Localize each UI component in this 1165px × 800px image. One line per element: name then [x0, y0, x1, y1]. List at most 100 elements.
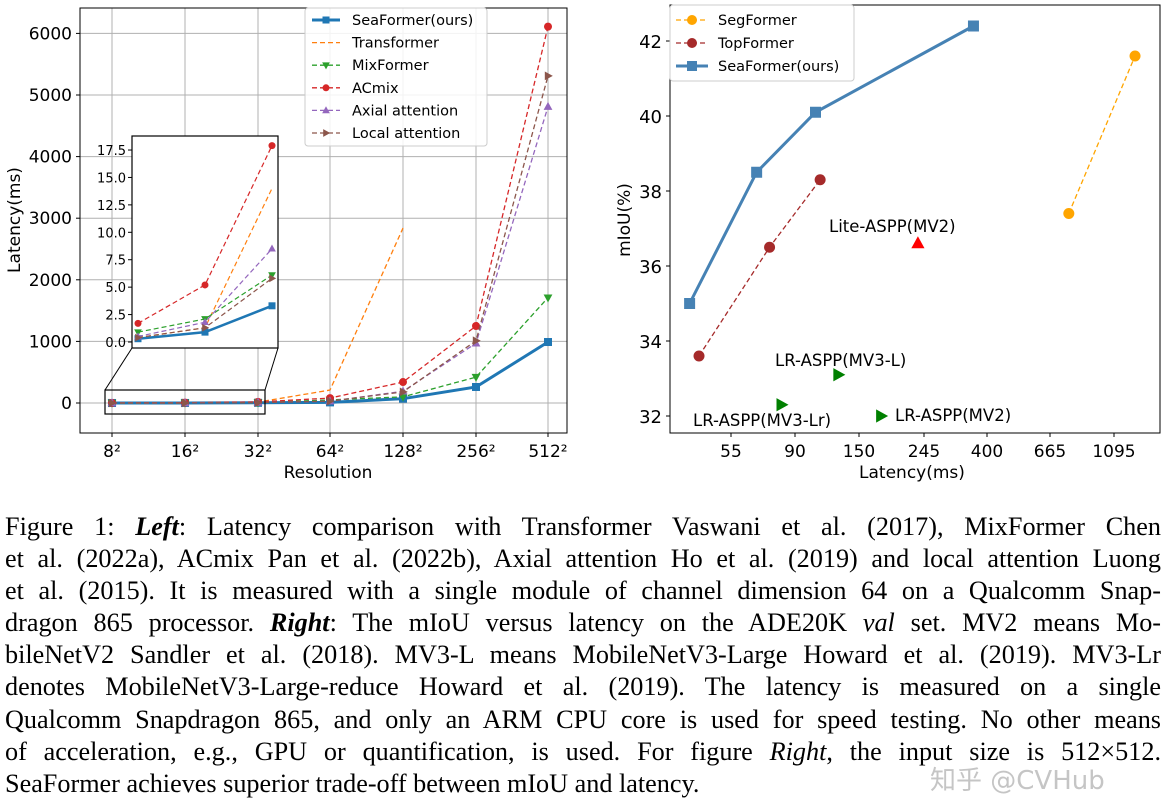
caption-text: SeaFormer achieves superior trade-off be… — [5, 768, 700, 798]
zoom-connector — [104, 347, 133, 391]
inset-data-point — [135, 333, 143, 342]
legend-marker — [322, 84, 330, 92]
inset-data-point — [269, 274, 277, 283]
caption-text: : Latency comparison with Transformer Va… — [178, 512, 1161, 541]
x-tick-label: 8² — [103, 442, 121, 462]
data-point — [108, 398, 117, 408]
legend-label: SeaFormer(ours) — [352, 13, 473, 29]
x-tick-label: 32² — [244, 442, 272, 462]
inset-data-point — [201, 281, 209, 289]
figure-caption: Figure 1: Left: Latency comparison with … — [5, 511, 1161, 800]
annotation-marker — [776, 398, 789, 412]
legend-label: Axial attention — [352, 103, 458, 119]
caption-text: : The mIoU versus latency on the ADE20K — [329, 608, 863, 638]
legend-marker — [687, 15, 697, 25]
y-tick-label: 5000 — [29, 86, 72, 106]
caption-text: set. MV2 means Mo- — [894, 608, 1162, 638]
caption-line: Figure 1: Left: Latency comparison with … — [5, 511, 1161, 543]
data-point — [254, 398, 263, 408]
zoom-connector — [264, 347, 279, 391]
caption-text: et al. (2015). It is measured with a sin… — [5, 576, 1161, 606]
inset-data-point — [268, 302, 276, 310]
data-point — [967, 20, 979, 32]
inset-data-point — [268, 272, 276, 280]
x-tick-label: 245 — [908, 442, 940, 462]
caption-text: et al. (2022a), ACmix Pan et al. (2022b)… — [5, 544, 1161, 574]
inset-data-point — [201, 318, 209, 326]
inset-y-tick-label: 17.5 — [97, 144, 126, 159]
x-axis-label: Latency(ms) — [859, 463, 965, 483]
x-tick-label: 64² — [316, 442, 344, 462]
annotation-marker — [911, 236, 925, 249]
inset-y-tick-label: 10.0 — [97, 226, 126, 241]
inset-data-point — [268, 244, 276, 252]
caption-text: denotes MobileNetV3-Large-reduce Howard … — [5, 672, 1161, 702]
annotation-marker — [876, 409, 889, 423]
caption-text: Qualcomm Snapdragon 865, and only an ARM… — [5, 704, 1161, 734]
legend-label: TopFormer — [717, 36, 794, 52]
inset-y-tick-label: 7.5 — [105, 254, 126, 269]
data-point — [399, 387, 408, 397]
legend-box — [304, 7, 488, 147]
data-point — [810, 106, 822, 118]
y-tick-label: 3000 — [29, 209, 72, 229]
legend-marker — [687, 61, 697, 71]
data-point — [543, 294, 553, 303]
caption-line: denotes MobileNetV3-Large-reduce Howard … — [5, 671, 1161, 703]
legend-marker — [323, 129, 331, 137]
miou-vs-latency-chart: 32 34 36 38 40 42 55 90 150 245 400 665 1095 Latency(… — [615, 4, 1161, 483]
annotation-label: LR-ASPP(MV3-L) — [775, 351, 906, 370]
legend-label: Transformer — [351, 36, 439, 52]
x-axis-label: Resolution — [284, 463, 373, 483]
y-tick-label: 40 — [639, 107, 662, 128]
y-tick-label: 0 — [61, 394, 72, 414]
annotation-label: LR-ASPP(MV2) — [895, 406, 1011, 425]
x-tick-label: 128² — [383, 442, 422, 462]
data-point — [684, 298, 696, 309]
data-point — [326, 396, 335, 406]
caption-line: et al. (2015). It is measured with a sin… — [5, 575, 1161, 607]
caption-text: Right — [269, 608, 330, 638]
data-point — [472, 382, 480, 391]
inset-data-point — [201, 328, 209, 336]
caption-text: Left — [135, 512, 179, 541]
data-point — [472, 322, 480, 330]
legend-marker — [687, 38, 697, 48]
data-point — [693, 350, 705, 362]
x-tick-label: 1095 — [1092, 442, 1135, 462]
data-point — [1063, 208, 1075, 219]
x-tick-label: 90 — [784, 442, 806, 462]
series-line-seaformer-ours- — [688, 24, 975, 305]
data-point — [1129, 50, 1141, 62]
data-point — [814, 174, 826, 186]
y-axis-label: Latency(ms) — [5, 167, 25, 273]
data-point — [764, 241, 776, 253]
data-point — [544, 22, 552, 31]
caption-line: bileNetV2 Sandler et al. (2018). MV3-L m… — [5, 639, 1161, 671]
caption-line: dragon 865 processor. Right: The mIoU ve… — [5, 607, 1161, 639]
annotation-marker — [833, 368, 846, 382]
legend: SegFormer TopFormer SeaFormer(ours) — [669, 4, 855, 82]
series-line-topformer — [698, 179, 821, 357]
legend-label: SeaFormer(ours) — [718, 59, 839, 75]
y-tick-label: 38 — [639, 182, 662, 203]
data-point — [751, 166, 763, 178]
inset-y-tick-label: 0.0 — [105, 336, 126, 351]
legend: SeaFormer(ours) Transformer MixFormer ACmix… — [304, 7, 488, 147]
caption-text: , the input size is 512×512. — [826, 736, 1161, 766]
legend-label: MixFormer — [352, 58, 429, 74]
inset-data-point — [202, 323, 210, 332]
caption-line: Qualcomm Snapdragon 865, and only an ARM… — [5, 704, 1161, 736]
y-axis-label: mIoU(%) — [615, 183, 635, 257]
data-point — [543, 101, 553, 110]
data-point — [399, 378, 407, 387]
inset-series-line — [137, 145, 273, 324]
figure-charts: 0 1000 2000 3000 4000 5000 6000 8² 16² 32² 64² 128²… — [5, 4, 1161, 483]
legend-marker — [322, 16, 330, 24]
x-tick-label: 256² — [456, 442, 495, 462]
legend-box — [669, 4, 855, 82]
x-tick-label: 150 — [843, 442, 875, 462]
x-tick-label: 512² — [528, 442, 567, 462]
latency-vs-resolution-chart: 0 1000 2000 3000 4000 5000 6000 8² 16² 32² 64² 128²… — [5, 7, 568, 483]
y-tick-label: 34 — [639, 332, 662, 353]
